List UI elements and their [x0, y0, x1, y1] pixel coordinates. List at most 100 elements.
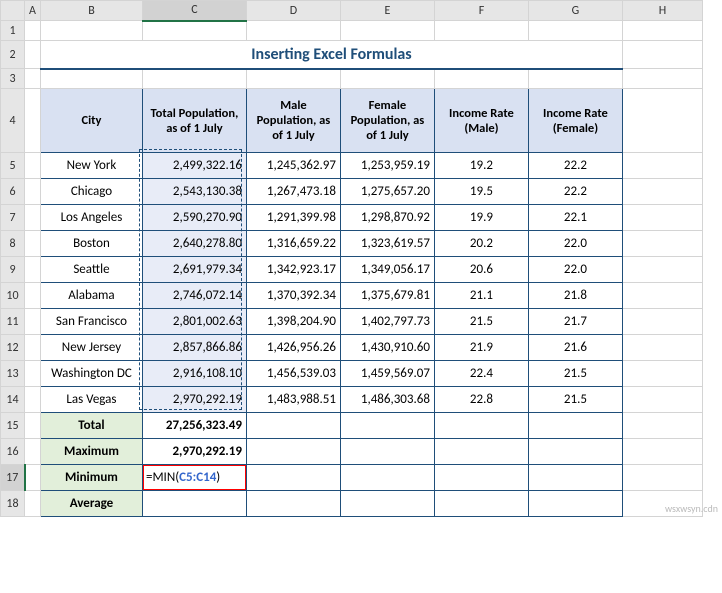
cell-female-pop[interactable]: 1,275,657.20 [340, 179, 434, 205]
row-hdr-13[interactable]: 13 [1, 361, 25, 387]
col-A[interactable]: A [25, 1, 41, 21]
cell-income-female[interactable]: 21.5 [528, 361, 622, 387]
cell-income-male[interactable]: 19.5 [434, 179, 528, 205]
cell-income-male[interactable]: 21.5 [434, 309, 528, 335]
cell-city[interactable]: Las Vegas [40, 387, 142, 413]
cell-city[interactable]: Los Angeles [40, 205, 142, 231]
cell-city[interactable]: Seattle [40, 257, 142, 283]
cell-income-male[interactable]: 22.8 [434, 387, 528, 413]
grid[interactable]: A B C D E F G H 1 2 Inserting Excel Formu… [0, 0, 703, 517]
cell-male-pop[interactable]: 1,342,923.17 [246, 257, 340, 283]
row-hdr-9[interactable]: 9 [1, 257, 25, 283]
cell-male-pop[interactable]: 1,370,392.34 [246, 283, 340, 309]
row-hdr-10[interactable]: 10 [1, 283, 25, 309]
cell-income-female[interactable]: 22.2 [528, 153, 622, 179]
row-hdr-16[interactable]: 16 [1, 439, 25, 465]
cell-female-pop[interactable]: 1,349,056.17 [340, 257, 434, 283]
cell-income-male[interactable]: 21.1 [434, 283, 528, 309]
cell-income-male[interactable]: 20.2 [434, 231, 528, 257]
cell-female-pop[interactable]: 1,323,619.57 [340, 231, 434, 257]
cell-income-male[interactable]: 20.6 [434, 257, 528, 283]
row-hdr-6[interactable]: 6 [1, 179, 25, 205]
hdr-city[interactable]: City [40, 89, 142, 153]
cell-city[interactable]: Chicago [40, 179, 142, 205]
col-E[interactable]: E [340, 1, 434, 21]
cell-city[interactable]: New Jersey [40, 335, 142, 361]
row-hdr-2[interactable]: 2 [1, 41, 25, 69]
cell-female-pop[interactable]: 1,459,569.07 [340, 361, 434, 387]
lbl-max[interactable]: Maximum [40, 439, 142, 465]
page-title[interactable]: Inserting Excel Formulas [40, 41, 622, 69]
cell-income-female[interactable]: 22.1 [528, 205, 622, 231]
cell-city[interactable]: New York [40, 153, 142, 179]
cell-total-pop[interactable]: 2,499,322.16 [142, 153, 246, 179]
cell-male-pop[interactable]: 1,316,659.22 [246, 231, 340, 257]
cell-female-pop[interactable]: 1,402,797.73 [340, 309, 434, 335]
cell-income-female[interactable]: 22.0 [528, 231, 622, 257]
select-all[interactable] [1, 1, 25, 21]
cell-female-pop[interactable]: 1,375,679.81 [340, 283, 434, 309]
row-hdr-15[interactable]: 15 [1, 413, 25, 439]
lbl-min[interactable]: Minimum [40, 465, 142, 491]
cell-income-female[interactable]: 22.0 [528, 257, 622, 283]
cell-total-pop[interactable]: 2,970,292.19 [142, 387, 246, 413]
cell-male-pop[interactable]: 1,398,204.90 [246, 309, 340, 335]
cell-income-female[interactable]: 21.7 [528, 309, 622, 335]
cell-income-male[interactable]: 19.9 [434, 205, 528, 231]
row-hdr-18[interactable]: 18 [1, 491, 25, 517]
val-total[interactable]: 27,256,323.49 [142, 413, 246, 439]
cell-income-female[interactable]: 22.2 [528, 179, 622, 205]
cell-male-pop[interactable]: 1,267,473.18 [246, 179, 340, 205]
hdr-male-pop[interactable]: Male Population, as of 1 July [246, 89, 340, 153]
col-B[interactable]: B [40, 1, 142, 21]
cell-male-pop[interactable]: 1,426,956.26 [246, 335, 340, 361]
cell-male-pop[interactable]: 1,483,988.51 [246, 387, 340, 413]
row-hdr-11[interactable]: 11 [1, 309, 25, 335]
cell-income-male[interactable]: 22.4 [434, 361, 528, 387]
col-F[interactable]: F [434, 1, 528, 21]
row-hdr-4[interactable]: 4 [1, 89, 25, 153]
row-hdr-17[interactable]: 17 [1, 465, 25, 491]
row-hdr-7[interactable]: 7 [1, 205, 25, 231]
cell-income-female[interactable]: 21.8 [528, 283, 622, 309]
cell-total-pop[interactable]: 2,691,979.34 [142, 257, 246, 283]
cell-female-pop[interactable]: 1,486,303.68 [340, 387, 434, 413]
col-G[interactable]: G [528, 1, 622, 21]
row-hdr-3[interactable]: 3 [1, 69, 25, 89]
formula-cell[interactable]: =MIN(C5:C14) [142, 465, 246, 491]
cell-total-pop[interactable]: 2,543,130.38 [142, 179, 246, 205]
cell-male-pop[interactable]: 1,245,362.97 [246, 153, 340, 179]
row-hdr-1[interactable]: 1 [1, 21, 25, 41]
col-C[interactable]: C [142, 1, 246, 21]
cell-city[interactable]: San Francisco [40, 309, 142, 335]
cell-city[interactable]: Boston [40, 231, 142, 257]
lbl-total[interactable]: Total [40, 413, 142, 439]
cell-total-pop[interactable]: 2,857,866.86 [142, 335, 246, 361]
cell-total-pop[interactable]: 2,640,278.80 [142, 231, 246, 257]
val-max[interactable]: 2,970,292.19 [142, 439, 246, 465]
col-D[interactable]: D [246, 1, 340, 21]
col-H[interactable]: H [622, 1, 702, 21]
cell-income-female[interactable]: 21.6 [528, 335, 622, 361]
hdr-income-male[interactable]: Income Rate (Male) [434, 89, 528, 153]
row-hdr-5[interactable]: 5 [1, 153, 25, 179]
row-hdr-14[interactable]: 14 [1, 387, 25, 413]
cell-female-pop[interactable]: 1,298,870.92 [340, 205, 434, 231]
cell-female-pop[interactable]: 1,430,910.60 [340, 335, 434, 361]
lbl-avg[interactable]: Average [40, 491, 142, 517]
cell-total-pop[interactable]: 2,590,270.90 [142, 205, 246, 231]
hdr-female-pop[interactable]: Female Population, as of 1 July [340, 89, 434, 153]
row-hdr-8[interactable]: 8 [1, 231, 25, 257]
cell-income-male[interactable]: 19.2 [434, 153, 528, 179]
hdr-total-pop[interactable]: Total Population, as of 1 July [142, 89, 246, 153]
cell-income-female[interactable]: 21.5 [528, 387, 622, 413]
cell-female-pop[interactable]: 1,253,959.19 [340, 153, 434, 179]
cell-city[interactable]: Washington DC [40, 361, 142, 387]
hdr-income-female[interactable]: Income Rate (Female) [528, 89, 622, 153]
cell-total-pop[interactable]: 2,746,072.14 [142, 283, 246, 309]
cell-income-male[interactable]: 21.9 [434, 335, 528, 361]
row-hdr-12[interactable]: 12 [1, 335, 25, 361]
cell-city[interactable]: Alabama [40, 283, 142, 309]
cell-total-pop[interactable]: 2,916,108.10 [142, 361, 246, 387]
cell-male-pop[interactable]: 1,456,539.03 [246, 361, 340, 387]
